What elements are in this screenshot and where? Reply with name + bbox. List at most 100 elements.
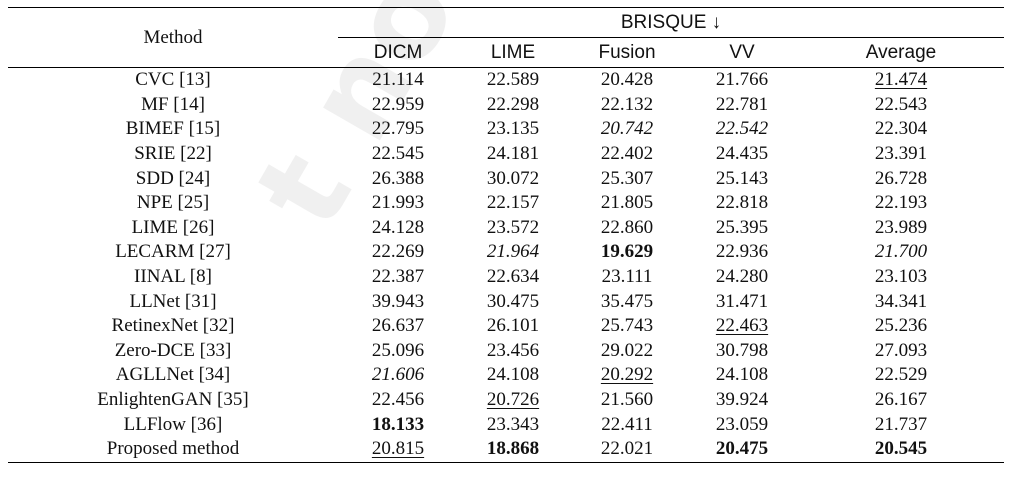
table-row: EnlightenGAN [35] 22.456 20.726 21.560 39.92…	[8, 388, 1004, 413]
value-text: 23.572	[486, 216, 540, 238]
value-text: 24.181	[486, 143, 540, 165]
value-cell: 22.545	[338, 142, 458, 167]
value-cell: 22.463	[686, 314, 798, 339]
value-text: 20.742	[600, 118, 654, 140]
col-header-fusion: Fusion	[568, 37, 686, 68]
value-cell: 22.959	[338, 93, 458, 118]
value-text: 22.456	[371, 389, 425, 411]
value-cell: 22.269	[338, 240, 458, 265]
value-cell: 22.542	[686, 117, 798, 142]
value-cell: 22.795	[338, 117, 458, 142]
value-text: 39.924	[715, 389, 769, 411]
value-cell: 23.456	[458, 339, 568, 364]
value-text: 26.101	[486, 315, 540, 337]
value-cell: 18.133	[338, 412, 458, 437]
value-text: 22.795	[371, 118, 425, 140]
value-text: 23.456	[486, 339, 540, 361]
value-cell: 19.629	[568, 240, 686, 265]
value-text: 22.193	[874, 192, 928, 214]
value-text: 22.298	[486, 93, 540, 115]
value-text: 22.304	[874, 118, 928, 140]
value-text: 18.868	[486, 438, 540, 460]
value-cell: 22.529	[798, 363, 1004, 388]
col-header-average: Average	[798, 37, 1004, 68]
table-row: AGLLNet [34] 21.606 24.108 20.292 24.108 22.5…	[8, 363, 1004, 388]
value-cell: 20.475	[686, 436, 798, 463]
value-cell: 26.637	[338, 314, 458, 339]
value-cell: 21.805	[568, 191, 686, 216]
value-text: 34.341	[874, 290, 928, 312]
value-cell: 31.471	[686, 289, 798, 314]
value-cell: 23.135	[458, 117, 568, 142]
value-text: 22.818	[715, 192, 769, 214]
value-text: 26.637	[371, 315, 425, 337]
value-text: 20.292	[600, 364, 654, 386]
value-cell: 25.143	[686, 166, 798, 191]
value-text: 30.475	[486, 290, 540, 312]
value-cell: 26.728	[798, 166, 1004, 191]
method-cell: IINAL [8]	[134, 266, 212, 288]
value-cell: 30.475	[458, 289, 568, 314]
value-text: 24.108	[486, 364, 540, 386]
table-row: Proposed method 20.815 18.868 22.021 20.475 2…	[8, 436, 1004, 463]
value-text: 22.402	[600, 143, 654, 165]
value-cell: 25.096	[338, 339, 458, 364]
value-cell: 23.343	[458, 412, 568, 437]
value-text: 25.236	[874, 315, 928, 337]
value-cell: 21.993	[338, 191, 458, 216]
value-text: 22.269	[371, 241, 425, 263]
value-cell: 22.193	[798, 191, 1004, 216]
value-cell: 25.743	[568, 314, 686, 339]
value-text: 22.634	[486, 266, 540, 288]
value-cell: 23.391	[798, 142, 1004, 167]
value-cell: 21.700	[798, 240, 1004, 265]
value-cell: 24.435	[686, 142, 798, 167]
value-text: 22.936	[715, 241, 769, 263]
value-text: 22.589	[486, 69, 540, 91]
value-text: 30.072	[486, 167, 540, 189]
value-cell: 22.402	[568, 142, 686, 167]
value-text: 27.093	[874, 339, 928, 361]
value-text: 26.728	[874, 167, 928, 189]
value-cell: 34.341	[798, 289, 1004, 314]
value-cell: 22.298	[458, 93, 568, 118]
value-cell: 39.943	[338, 289, 458, 314]
table-row: NPE [25] 21.993 22.157 21.805 22.818 22.193	[8, 191, 1004, 216]
value-text: 25.143	[715, 167, 769, 189]
value-text: 26.167	[874, 389, 928, 411]
value-cell: 30.798	[686, 339, 798, 364]
value-text: 25.307	[600, 167, 654, 189]
value-cell: 22.781	[686, 93, 798, 118]
table-row: BIMEF [15] 22.795 23.135 20.742 22.542 22.304	[8, 117, 1004, 142]
value-text: 22.542	[715, 118, 769, 140]
value-text: 20.815	[371, 438, 425, 460]
method-cell: NPE [25]	[136, 192, 210, 214]
value-cell: 22.634	[458, 265, 568, 290]
value-text: 23.343	[486, 413, 540, 435]
method-cell: Zero-DCE [33]	[114, 339, 232, 361]
method-header: Method	[8, 7, 338, 68]
value-text: 21.700	[874, 241, 928, 263]
value-text: 22.545	[371, 143, 425, 165]
value-text: 25.096	[371, 339, 425, 361]
method-cell: LECARM [27]	[115, 241, 231, 263]
value-text: 23.111	[601, 266, 653, 288]
table-row: SRIE [22] 22.545 24.181 22.402 24.435 23.391	[8, 142, 1004, 167]
value-text: 18.133	[371, 413, 425, 435]
value-text: 31.471	[715, 290, 769, 312]
value-cell: 22.021	[568, 436, 686, 463]
value-cell: 24.108	[686, 363, 798, 388]
value-text: 20.475	[715, 438, 769, 460]
value-text: 22.411	[601, 413, 653, 435]
value-cell: 22.818	[686, 191, 798, 216]
value-cell: 24.128	[338, 216, 458, 241]
value-cell: 35.475	[568, 289, 686, 314]
value-cell: 20.428	[568, 68, 686, 93]
value-cell: 18.868	[458, 436, 568, 463]
value-cell: 21.766	[686, 68, 798, 93]
value-cell: 25.236	[798, 314, 1004, 339]
value-cell: 21.737	[798, 412, 1004, 437]
table-row: RetinexNet [32] 26.637 26.101 25.743 22.463 2…	[8, 314, 1004, 339]
value-cell: 39.924	[686, 388, 798, 413]
value-cell: 22.132	[568, 93, 686, 118]
